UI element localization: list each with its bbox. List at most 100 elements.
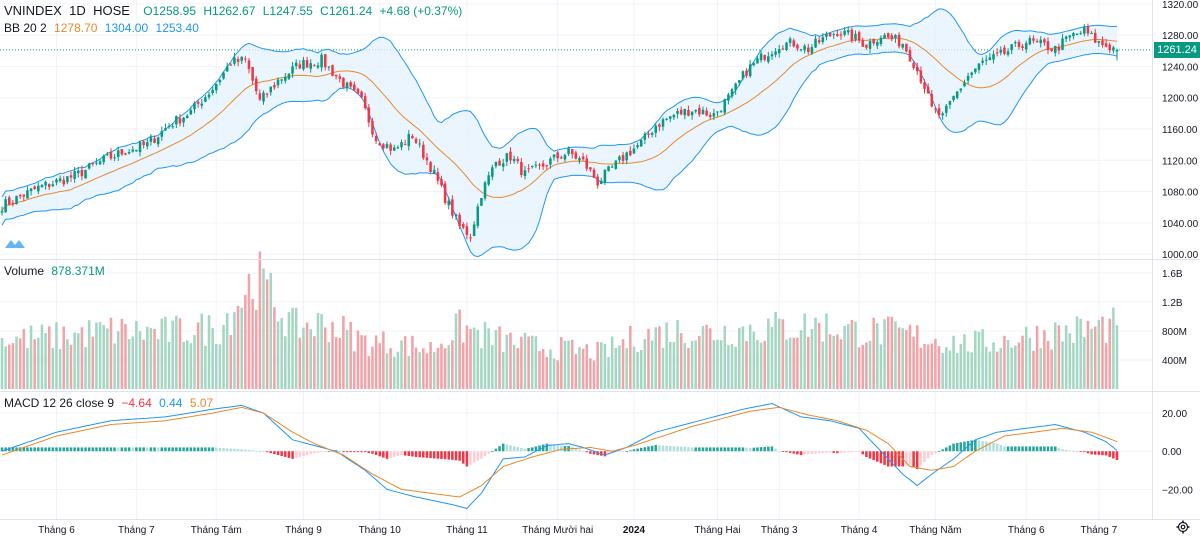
candle [353,81,356,92]
macd-histogram-bar [47,447,51,452]
candle-body [690,111,694,116]
macd-histogram-bar [687,447,690,452]
macd-histogram-bar [545,443,549,452]
bb-legend[interactable]: BB 20 2 1278.70 1304.00 1253.40 [4,21,203,35]
macd-histogram-bar [218,447,222,452]
volume-bar [494,330,498,389]
candle [894,34,897,43]
candle [934,106,937,114]
candle-body [425,157,429,161]
macd-histogram-bar [705,447,708,452]
macd-histogram-bar [679,446,683,452]
macd-histogram-bar [113,447,116,452]
macd-histogram-bar [22,447,26,452]
candle-body [1075,33,1079,36]
bb-fill [2,8,1117,257]
candle-body [472,224,476,237]
macd-histogram-bar [785,451,788,453]
interval[interactable]: 1D [69,3,86,18]
candle [113,154,116,162]
macd-histogram-bar [389,451,392,458]
candle-body [124,153,127,155]
candle [1010,43,1013,54]
tradingview-logo-icon[interactable] [4,237,26,251]
volume-bar [970,352,973,389]
candle-body [694,109,697,112]
volume-bar [963,334,966,389]
volume-bar [716,339,719,389]
volume-bar [698,335,701,389]
macd-histogram-bar [501,443,505,452]
axis-tick-label: 1000.00 [1162,250,1199,261]
macd-histogram-bar [280,451,283,456]
volume-bar [1090,328,1093,389]
candle [124,152,127,156]
macd-histogram-bar [55,447,58,452]
macd-histogram-bar [142,447,145,452]
macd-legend[interactable]: MACD 12 26 close 9 −4.64 0.44 5.07 [4,396,217,410]
candle [759,50,763,63]
candle [501,159,505,172]
candle-body [607,166,610,172]
candle [839,31,843,40]
volume-bar [225,313,229,389]
candle [37,182,40,195]
macd-histogram-bar [846,451,850,453]
volume-bar [661,347,665,389]
macd-histogram-bar [1003,446,1006,452]
macd-histogram-bar [62,447,66,452]
macd-histogram-bar [127,447,131,452]
macd-histogram-bar [821,451,825,454]
volume-bar [759,342,763,389]
candle-body [723,99,727,113]
candle-body [821,37,825,42]
volume-bar [73,332,76,389]
candle [385,141,389,149]
macd-histogram-bar [305,451,309,456]
candle [770,51,774,61]
candle-body [578,158,581,161]
volume-bar [236,305,240,389]
volume-bar [861,344,865,389]
macd-histogram-bar [200,447,204,452]
macd-histogram-bar [407,451,411,456]
volume-bar [309,329,312,389]
macd-histogram-bar [247,449,251,452]
gear-icon[interactable] [1176,520,1190,534]
candle [629,146,632,157]
candle-body [948,100,952,105]
macd-histogram-bar [919,451,923,466]
macd-histogram-bar [981,441,984,452]
symbol-name[interactable]: VNINDEX [4,3,62,18]
volume-bar [857,347,861,389]
candle [167,123,171,129]
candle [955,90,959,100]
candle [323,54,327,71]
axis-tick-label: 1080.00 [1162,188,1199,199]
candle-body [767,56,770,62]
candle [120,148,124,156]
macd-histogram-bar [520,447,523,452]
candle [389,142,392,156]
macd-histogram-bar [596,451,599,456]
macd-histogram-bar [1064,449,1068,452]
candle [669,116,672,123]
exchange: HOSE [93,3,130,18]
candle-body [832,34,835,36]
candle-body [581,156,585,160]
volume-bar [1086,320,1090,389]
macd-histogram-bar [770,446,774,452]
candle [676,108,679,119]
volume-bar [185,340,189,389]
candle-body [276,79,280,86]
candle [498,158,501,166]
candle-body [153,138,156,143]
volume-legend[interactable]: Volume 878.371M [4,264,109,278]
time-axis-label: Tháng 9 [285,525,322,536]
macd-histogram-bar [207,447,211,452]
candle-body [665,118,668,120]
volume-bar [752,331,756,389]
